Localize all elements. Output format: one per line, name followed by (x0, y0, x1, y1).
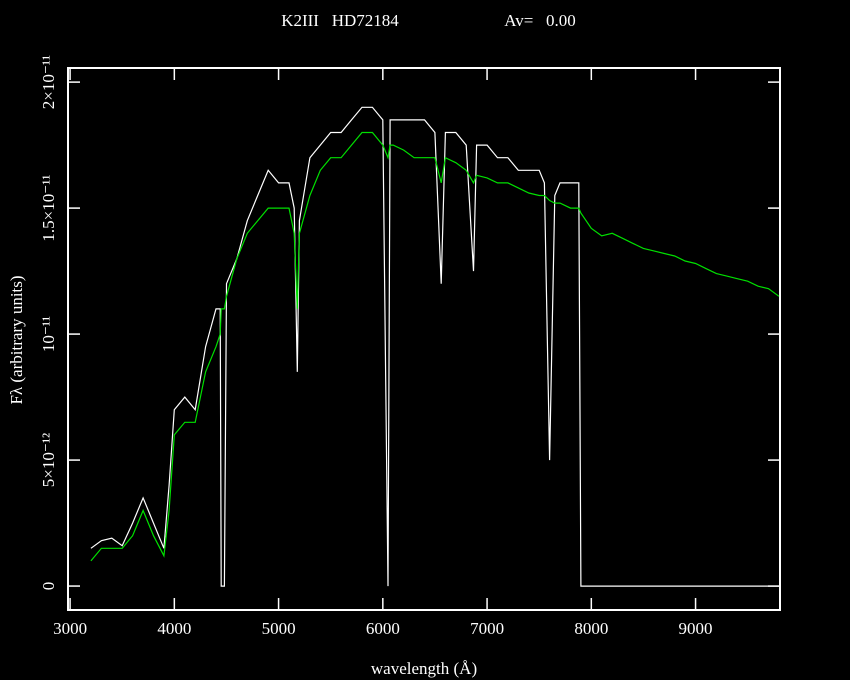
annotation: Av= 0.00 (504, 11, 576, 30)
plot-frame (67, 67, 781, 611)
x-tick-label: 3000 (53, 619, 87, 638)
x-tick-label: 6000 (366, 619, 400, 638)
x-tick-label: 7000 (470, 619, 504, 638)
x-tick-label: 5000 (262, 619, 296, 638)
x-tick-label: 9000 (679, 619, 713, 638)
y-tick-label: 0 (39, 582, 58, 591)
x-tick-label: 4000 (157, 619, 191, 638)
spectrum-line (90, 106, 779, 587)
x-tick-label: 8000 (574, 619, 608, 638)
y-tick-label: 10⁻¹¹ (39, 316, 58, 352)
y-axis-label: Fλ (arbitrary units) (7, 275, 26, 404)
chart-title: K2III HD72184 (281, 11, 399, 30)
x-axis-label: wavelength (Å) (371, 659, 477, 678)
y-tick-label: 1.5×10⁻¹¹ (39, 175, 58, 242)
y-tick-label: 5×10⁻¹² (39, 433, 58, 487)
y-tick-label: 2×10⁻¹¹ (39, 55, 58, 109)
spectrum-line (90, 131, 780, 562)
